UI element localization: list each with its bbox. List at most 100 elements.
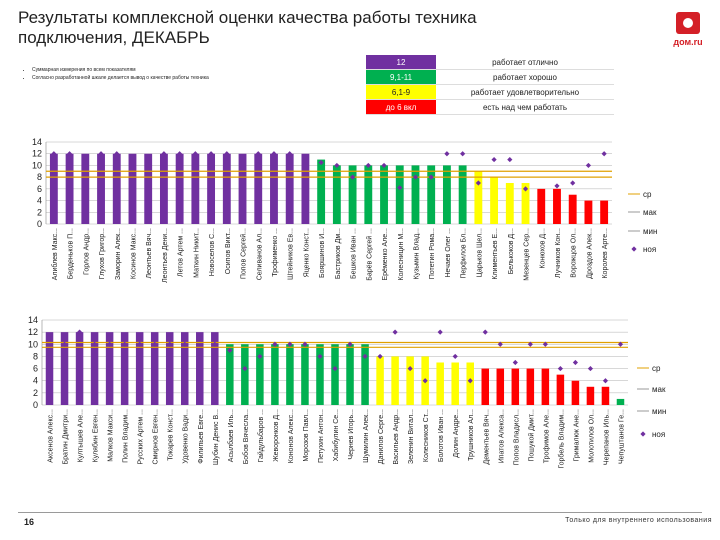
note-item: Суммарная измерения по всем показателям [32,66,209,74]
category-label: Леонтьев Вяч... [146,228,153,279]
bar [65,153,74,224]
legend-label: ноя [643,245,656,254]
category-label: Кононов Алекс... [288,409,295,463]
prev-month-marker [114,151,120,157]
prev-month-marker [585,162,592,169]
prev-month-marker [145,156,151,163]
bar [222,153,231,224]
prev-month-marker [491,156,497,163]
bar [541,368,550,405]
bar [556,374,565,405]
prev-month-marker [362,353,368,360]
brand-logo: дом.ru [660,12,716,60]
prev-month-marker [318,159,324,166]
bar [537,188,546,224]
bar [191,153,200,224]
prev-month-marker [381,162,387,169]
category-label: Летов Артем ... [178,228,185,277]
category-label: Токарев Конст... [168,409,175,461]
scale-label: есть над чем работать [436,99,614,115]
prev-month-marker [257,353,263,360]
prev-month-marker [507,156,513,163]
category-label: Климентьев Е... [492,228,499,280]
category-label: Ипатов Алекса... [498,409,505,463]
bar [60,332,69,405]
bar [180,332,189,405]
bar [256,344,264,405]
category-label: Молотилов Ол... [588,409,595,463]
bar [391,356,399,405]
bar [105,332,114,405]
category-label: Перфилов Бл... [461,228,468,279]
y-tick-label: 6 [37,184,42,194]
category-label: Зеленин Витал... [408,409,415,464]
bar [571,380,580,405]
bar [474,171,483,224]
y-tick-label: 12 [32,149,42,159]
category-label: Белькоков Д... [508,228,515,274]
bar [427,165,436,224]
bar [395,165,404,224]
prev-month-marker [557,365,563,372]
bar [196,332,204,405]
bar [364,165,373,224]
category-label: Култышев Але... [78,409,85,462]
prev-month-marker [255,151,261,157]
prev-month-marker [224,151,230,157]
y-tick-label: 0 [33,400,38,410]
category-label: Осипов Викт... [225,228,232,274]
category-label: Данилов Серге... [378,409,385,464]
prev-month-marker [182,341,188,347]
bar [346,344,354,405]
y-tick-label: 2 [33,388,38,398]
category-label: Шубин Денис В... [212,409,220,465]
bar [331,344,339,405]
bar [490,177,499,224]
prev-month-marker [137,341,143,347]
category-label: Попов Сергей... [240,228,248,279]
category-label: Нечаев Олег ... [445,228,452,278]
bar [75,332,84,405]
scale-legend-table: 12 работает отлично 9,1-11 работает хоро… [366,55,614,115]
prev-month-marker [570,180,576,186]
category-label: Бобов Вячесла... [242,409,250,464]
legend-marker [640,431,646,437]
prev-month-marker [91,341,98,347]
category-label: Мезенцев Сер... [524,228,531,281]
category-label: Долин Андре... [453,409,460,458]
legend-label: мин [652,407,666,416]
category-label: Удовенко Вади... [183,409,190,464]
prev-month-marker [197,353,203,360]
prev-month-marker [76,329,83,335]
category-label: Петухин Антон... [318,409,325,463]
category-label: Колесников Ст... [423,409,430,462]
prev-month-marker [422,378,428,384]
bar [49,153,58,224]
prev-month-marker [287,151,293,157]
bar [226,344,234,405]
category-label: Лучников Кон... [555,228,562,278]
category-label: Гайдульбаров ... [257,409,265,462]
bar [45,332,54,405]
category-label: Братин Дмитри... [63,409,70,465]
bar [601,386,610,405]
category-label: Леонтьев Дени... [162,228,169,283]
category-label: Бешков Иван ... [351,228,358,279]
bar [568,194,577,224]
category-label: Аксенов Алекс... [48,409,55,463]
category-label: Филипьев Евге... [198,409,205,464]
legend-marker [631,246,637,252]
prev-month-marker [167,341,173,347]
category-label: Шумилин Алек... [363,409,370,463]
bar [584,200,593,224]
y-tick-label: 14 [28,315,38,325]
category-label: Васильев Андр... [393,409,400,465]
category-label: Потетин Рома... [429,228,436,279]
category-label: Колесницин М... [398,228,405,281]
bar [411,165,420,224]
bar [466,362,474,405]
prev-month-marker [208,151,214,157]
prev-month-marker [334,162,340,169]
scale-range: 12 [366,55,436,70]
